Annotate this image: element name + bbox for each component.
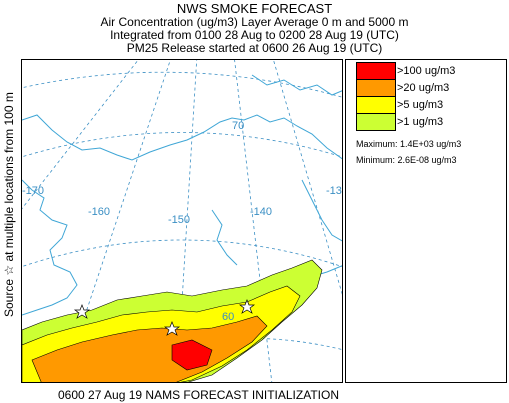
longitude-line-170 [22, 60, 139, 210]
plume-100ugm3 [171, 339, 213, 371]
smoke-map: -170 -160 -150 -140 -130 70 60 [22, 60, 343, 382]
concentration-subtitle: Air Concentration (ug/m3) Layer Average … [100, 15, 409, 29]
maximum-value: Maximum: 1.4E+03 ug/m3 [356, 139, 462, 149]
legend-label-100: >100 ug/m3 [397, 65, 456, 77]
longitude-line-130 [273, 60, 342, 295]
legend-label-20: >20 ug/m3 [397, 82, 450, 94]
fire-sources [73, 299, 256, 336]
longitude-label-130: -130 [326, 185, 343, 197]
archipelago-coast [251, 74, 342, 96]
forecast-initialization: 0600 27 Aug 19 NAMS FORECAST INITIALIZAT… [58, 388, 339, 402]
fire-source-star-1 [73, 304, 91, 319]
longitude-label-160: -160 [88, 206, 110, 218]
fire-source-star-2 [163, 321, 181, 336]
longitude-label-150: -150 [168, 214, 190, 226]
latitude-label-60: 60 [222, 311, 234, 323]
longitude-line-160 [62, 60, 171, 382]
hudson-bay-coast [301, 179, 342, 242]
latitude-line-north [22, 71, 342, 98]
longitude-label-170: -170 [22, 185, 44, 197]
fire-source-star-3 [238, 299, 256, 314]
lake-shoreline [211, 209, 238, 266]
western-alaska-coast [22, 179, 78, 316]
legend-swatch-20 [356, 79, 396, 97]
legend-swatch-100 [356, 62, 396, 80]
legend-panel: >100 ug/m3 >20 ug/m3 >5 ug/m3 >1 ug/m3 M… [345, 59, 507, 383]
legend-label-5: >5 ug/m3 [397, 99, 444, 111]
integration-period: Integrated from 0100 28 Aug to 0200 28 A… [110, 28, 399, 42]
minimum-value: Minimum: 2.6E-08 ug/m3 [356, 155, 457, 165]
longitude-label-140: -140 [250, 206, 272, 218]
latitude-line-70 [22, 132, 342, 158]
arctic-coast [22, 114, 342, 161]
source-side-label: Source ☆ at multiple locations from 100 … [2, 92, 16, 317]
legend-label-1: >1 ug/m3 [397, 116, 444, 128]
smoke-plume [22, 259, 323, 382]
release-start: PM25 Release started at 0600 26 Aug 19 (… [126, 41, 383, 55]
map-title: NWS SMOKE FORECAST [176, 1, 333, 16]
legend-swatch-1 [356, 113, 396, 131]
latitude-line-mid [22, 239, 342, 268]
legend-swatch-5 [356, 96, 396, 114]
plume-20ugm3 [31, 315, 268, 382]
latitude-label-70: 70 [232, 120, 244, 132]
map-panel: -170 -160 -150 -140 -130 70 60 [21, 59, 343, 383]
